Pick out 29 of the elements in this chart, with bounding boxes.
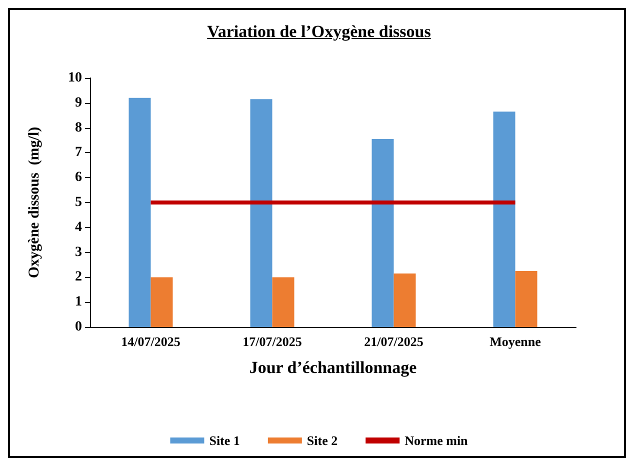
- bar: [493, 112, 516, 327]
- y-tick-label: 9: [75, 95, 82, 110]
- x-tick-label: 17/07/2025: [242, 334, 302, 349]
- y-tick-label: 8: [75, 120, 82, 136]
- y-tick-label: 4: [75, 220, 82, 235]
- chart-title: Variation de l’Oxygène dissous: [206, 22, 432, 42]
- y-tick-label: 2: [75, 270, 82, 285]
- legend-label: Norme min: [404, 433, 469, 448]
- bar: [250, 99, 272, 327]
- y-tick-label: 10: [68, 70, 82, 86]
- x-axis-title: Jour d’échantillonnage: [249, 358, 418, 377]
- y-axis-title: Oxygène dissous (mg/l): [26, 126, 42, 278]
- x-tick-label: 14/07/2025: [121, 334, 181, 349]
- y-tick-label: 1: [75, 294, 82, 310]
- y-tick-label: 7: [75, 145, 82, 160]
- bar: [515, 270, 538, 327]
- legend-label: Site 1: [209, 433, 240, 448]
- y-tick-label: 0: [75, 320, 82, 334]
- x-tick-label: Moyenne: [490, 334, 542, 349]
- y-tick-label: 5: [75, 195, 82, 210]
- bar: [128, 98, 151, 327]
- bar: [272, 277, 294, 327]
- legend-label: Site 2: [306, 433, 338, 448]
- bar: [394, 273, 416, 327]
- y-tick-label: 6: [75, 170, 82, 186]
- bar: [150, 277, 173, 327]
- x-tick-label: 21/07/2025: [364, 334, 424, 349]
- bar: [372, 139, 394, 327]
- y-tick-label: 3: [75, 244, 82, 260]
